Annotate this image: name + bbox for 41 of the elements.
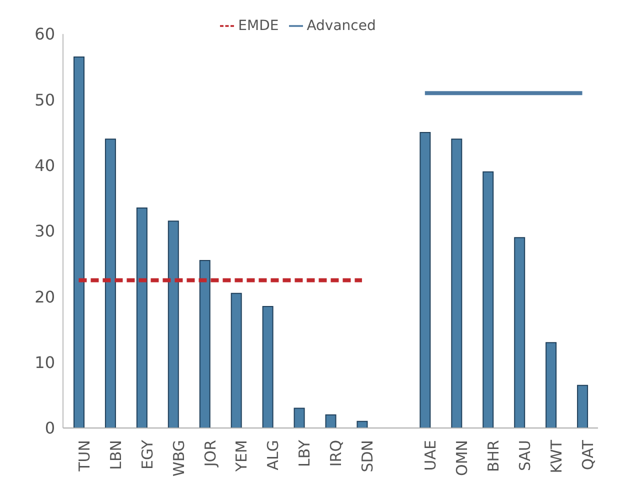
bar — [262, 306, 274, 428]
bar — [325, 414, 336, 428]
y-tick-label: 10 — [34, 353, 55, 372]
y-tick-label: 30 — [34, 222, 55, 241]
x-tick-label: SAU — [516, 440, 534, 472]
x-tick-label: EGY — [138, 439, 156, 470]
x-tick-label: OMN — [453, 440, 472, 476]
x-tick-label: LBY — [296, 439, 314, 467]
x-tick-label: JOR — [201, 440, 220, 468]
bar — [74, 56, 84, 428]
bar — [482, 171, 494, 428]
legend-label: EMDE — [238, 18, 279, 34]
x-tick-label: LBN — [106, 440, 125, 470]
y-tick-label: 50 — [34, 90, 55, 110]
y-tick-label: 60 — [34, 24, 55, 44]
bar — [294, 408, 305, 428]
bar — [514, 237, 526, 428]
x-tick-label: IRQ — [327, 440, 346, 467]
x-tick-label: TUN — [75, 440, 94, 472]
bar — [168, 220, 179, 428]
y-tick-label: 0 — [44, 418, 55, 438]
bar — [136, 208, 148, 428]
y-tick-label: 40 — [34, 156, 55, 176]
y-tick-label: 20 — [34, 287, 55, 306]
x-tick-label: BHR — [484, 440, 503, 472]
x-tick-label: YEM — [232, 440, 251, 473]
x-tick-label: UAE — [422, 440, 440, 471]
legend-label: Advanced — [306, 18, 376, 34]
bar — [230, 292, 242, 428]
bar — [199, 260, 210, 428]
x-tick-label: SDN — [358, 440, 377, 472]
bar — [356, 420, 368, 428]
x-tick-label: KWT — [547, 439, 566, 474]
bar — [577, 384, 588, 428]
bar — [451, 138, 462, 428]
x-tick-label: WBG — [170, 440, 188, 476]
x-tick-label: ALG — [264, 440, 282, 470]
bar — [420, 132, 431, 428]
x-tick-label: QAT — [578, 439, 597, 470]
bar — [546, 342, 557, 428]
bar — [104, 138, 116, 428]
